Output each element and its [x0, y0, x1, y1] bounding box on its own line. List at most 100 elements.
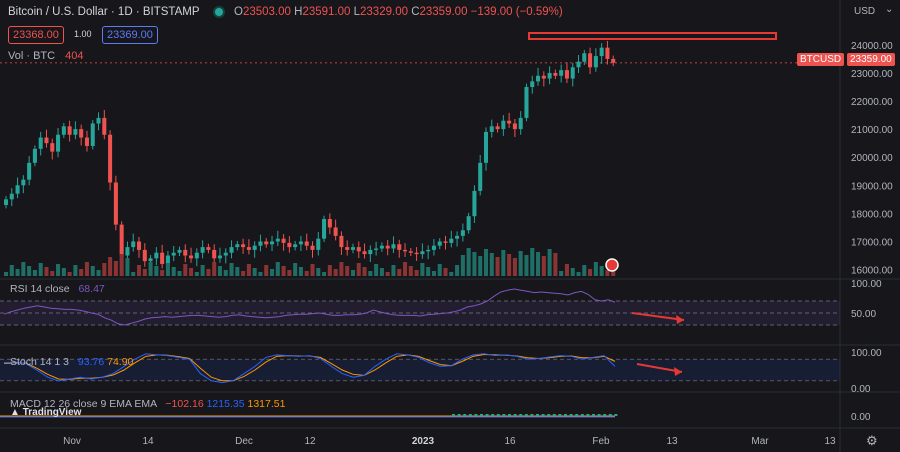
volume-bar — [507, 254, 512, 276]
volume-bar — [449, 272, 454, 276]
volume-bar — [345, 266, 350, 276]
volume-bar — [200, 265, 205, 276]
gear-icon[interactable]: ⚙ — [866, 433, 878, 448]
currency-selector[interactable]: USD — [854, 6, 876, 17]
volume-bar — [547, 249, 552, 276]
candle-body — [339, 235, 344, 248]
price-tick-label: 19000.00 — [851, 181, 893, 192]
candle-body — [507, 120, 512, 124]
candle-body — [536, 75, 541, 82]
low-value: 23329.00 — [360, 6, 408, 18]
candle-body — [217, 255, 222, 259]
rsi-axis-label: 100.00 — [851, 279, 882, 290]
volume-bar — [414, 270, 419, 276]
macd-hist-bar — [558, 414, 562, 416]
volume-bar — [483, 249, 489, 276]
macd-hist-bar — [502, 414, 506, 416]
price-tick-label: 18000.00 — [851, 209, 893, 220]
volume-bar — [27, 266, 32, 276]
volume-bar — [559, 271, 564, 276]
rsi-legend[interactable]: RSI 14 close 68.47 — [10, 283, 105, 295]
stoch-k-value: 93.76 — [77, 356, 105, 368]
volume-bar — [304, 271, 309, 276]
volume-bar — [223, 270, 228, 276]
volume-bar — [333, 269, 338, 276]
tradingview-logo[interactable]: ▲ TradingView — [10, 407, 81, 418]
volume-bar — [339, 262, 344, 276]
candle-body — [553, 72, 558, 76]
macd-legend[interactable]: MACD 12 26 close 9 EMA EMA −102.16 1215.… — [10, 398, 285, 410]
candle-body — [154, 252, 159, 259]
stoch-d-value: 74.90 — [107, 356, 134, 368]
symbol-title[interactable]: Bitcoin / U.S. Dollar · 1D · BITSTAMP — [8, 6, 231, 18]
macd-hist-bar — [580, 414, 584, 416]
volume-bar — [32, 270, 37, 276]
time-axis-label: 12 — [304, 436, 316, 447]
stoch-band — [0, 359, 840, 381]
volume-bar — [512, 258, 517, 276]
ohlc-readout: O23503.00 H23591.00 L23329.00 C23359.00 … — [234, 6, 563, 18]
candle-body — [73, 129, 78, 135]
chevron-down-icon[interactable]: ⌄ — [885, 4, 894, 15]
candle-body — [148, 258, 153, 262]
buy-button[interactable]: 23369.00 — [102, 26, 158, 44]
volume-bar — [3, 272, 9, 276]
candle-body — [15, 185, 20, 194]
macd-hist-bar — [513, 414, 517, 416]
time-axis-label: 14 — [142, 436, 154, 447]
low-key: L — [353, 6, 361, 18]
high-key: H — [294, 6, 303, 18]
volume-bar — [136, 265, 142, 276]
volume-bar — [582, 265, 587, 276]
candle-body — [559, 70, 564, 76]
volume-bar — [67, 272, 72, 276]
candle-body — [269, 241, 275, 245]
stoch-legend[interactable]: Stoch 14 1 3 93.76 74.90 — [10, 356, 133, 368]
candle-body — [287, 242, 292, 248]
highlight-rectangle — [528, 32, 777, 40]
volume-bar — [530, 248, 535, 276]
candle-body — [79, 129, 84, 138]
volume-bar — [177, 271, 182, 276]
candle-body — [333, 227, 338, 236]
volume-bar — [206, 269, 211, 276]
annotations — [528, 32, 777, 376]
macd-hist-bar — [474, 414, 478, 416]
macd-hist-bar — [575, 414, 579, 416]
volume-bar — [403, 262, 408, 276]
candle-body — [96, 117, 101, 124]
sell-button[interactable]: 23368.00 — [8, 26, 64, 44]
last-price-tag: 23359.00 — [847, 53, 895, 66]
candle-body — [119, 224, 124, 256]
macd-hist-bar — [463, 414, 467, 416]
candle-body — [9, 193, 14, 200]
candle-body — [368, 249, 373, 255]
candle-body — [171, 252, 176, 256]
candlestick-series — [3, 40, 616, 272]
candle-body — [275, 238, 280, 242]
macd-hist-bar — [569, 414, 573, 416]
candle-body — [518, 117, 523, 130]
candle-body — [304, 241, 309, 246]
volume-bar — [258, 272, 263, 276]
candle-body — [530, 81, 535, 87]
time-axis-label: 13 — [824, 436, 836, 447]
volume-bar — [252, 268, 257, 276]
volume-bar — [501, 250, 506, 276]
time-axis-label: Nov — [63, 436, 81, 447]
volume-bar — [553, 253, 558, 276]
volume-bar — [9, 265, 14, 276]
macd-hist-bar — [519, 414, 523, 416]
candle-body — [524, 86, 529, 118]
macd-hist-bar — [491, 414, 495, 416]
candle-body — [136, 241, 142, 250]
candle-body — [38, 137, 43, 149]
price-tick-label: 16000.00 — [851, 266, 893, 277]
stoch-pane — [0, 353, 840, 384]
volume-bar — [56, 264, 61, 276]
candle-body — [437, 241, 442, 246]
trend-arrow-head — [676, 315, 684, 324]
candle-body — [206, 247, 211, 250]
volume-bar — [495, 257, 500, 276]
